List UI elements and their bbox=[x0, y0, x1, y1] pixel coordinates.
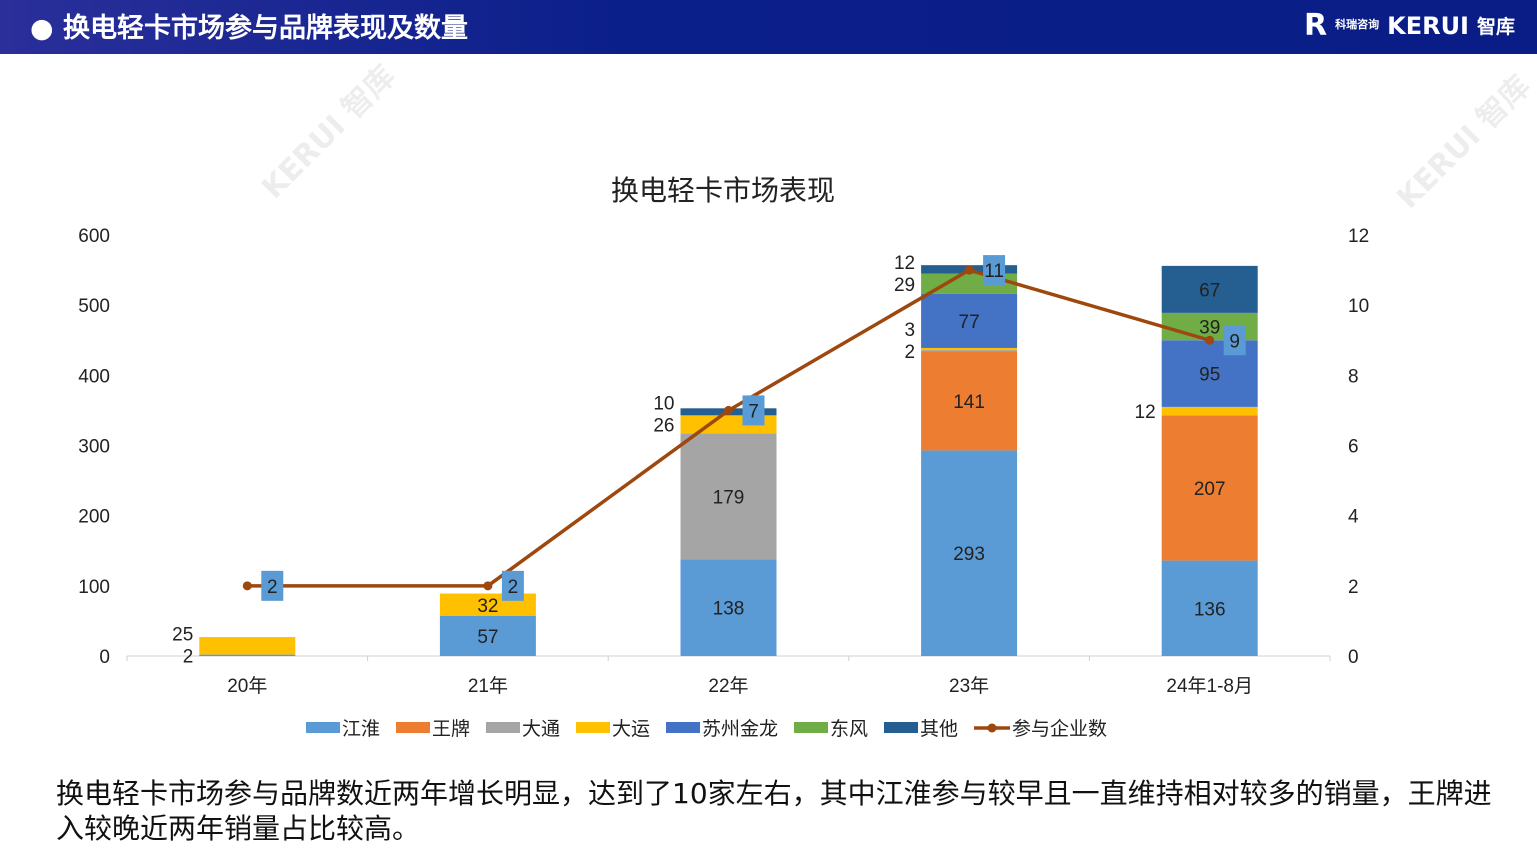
bar-value-label: 136 bbox=[1194, 599, 1226, 620]
y2-tick-label: 12 bbox=[1348, 226, 1369, 247]
x-tick-label: 22年 bbox=[708, 675, 748, 697]
bar-大通 bbox=[680, 433, 777, 560]
legend-swatch bbox=[306, 722, 340, 733]
legend-label: 参与企业数 bbox=[1012, 718, 1107, 740]
page-title: ● 换电轻卡市场参与品牌表现及数量 bbox=[30, 13, 468, 44]
line-value-label: 11 bbox=[984, 261, 1004, 282]
y-tick-label: 600 bbox=[78, 226, 110, 247]
line-value-label: 2 bbox=[267, 577, 278, 598]
line-point bbox=[724, 405, 733, 415]
legend-swatch bbox=[396, 722, 430, 733]
x-tick-label: 24年1-8月 bbox=[1166, 675, 1253, 697]
x-tick-label: 20年 bbox=[227, 675, 267, 697]
bar-江淮 bbox=[921, 450, 1018, 656]
line-point bbox=[1205, 335, 1215, 345]
logo-mark-icon: R bbox=[1303, 8, 1328, 43]
legend-label: 苏州金龙 bbox=[702, 718, 778, 740]
bar-value-label: 95 bbox=[1199, 365, 1220, 386]
y2-tick-label: 2 bbox=[1348, 577, 1359, 598]
y-tick-label: 200 bbox=[78, 507, 110, 528]
bar-value-label-outside: 29 bbox=[894, 275, 915, 296]
bar-value-label: 141 bbox=[953, 392, 985, 413]
bar-value-label-outside: 12 bbox=[894, 253, 915, 274]
x-tick-label: 23年 bbox=[949, 675, 989, 697]
bar-王牌 bbox=[1161, 415, 1258, 561]
legend-swatch bbox=[666, 722, 700, 733]
bar-value-label-outside: 26 bbox=[653, 415, 674, 436]
bar-value-label-outside: 2 bbox=[905, 342, 916, 363]
line-value-label: 7 bbox=[748, 401, 759, 422]
bar-苏州金龙 bbox=[921, 293, 1018, 348]
legend-label: 江淮 bbox=[342, 718, 380, 740]
y-tick-label: 500 bbox=[78, 296, 110, 317]
caption-text: 换电轻卡市场参与品牌数近两年增长明显，达到了10家左右，其中江淮参与较早且一直维… bbox=[56, 777, 1492, 845]
kerui-logo: R 科瑞咨询 KERUI 智库 bbox=[1304, 8, 1515, 43]
legend-swatch bbox=[794, 722, 828, 733]
bar-大运 bbox=[1161, 406, 1258, 416]
legend-label: 东风 bbox=[830, 718, 868, 740]
bar-value-label-outside: 3 bbox=[905, 320, 916, 341]
bar-value-label-outside: 2 bbox=[183, 646, 194, 667]
line-label-box bbox=[261, 570, 284, 601]
bar-value-label: 138 bbox=[713, 599, 745, 620]
title-text: 换电轻卡市场参与品牌表现及数量 bbox=[62, 13, 468, 44]
header-bar: ● 换电轻卡市场参与品牌表现及数量 R 科瑞咨询 KERUI 智库 bbox=[0, 0, 1537, 54]
bar-王牌 bbox=[921, 351, 1018, 451]
legend-label: 大通 bbox=[522, 718, 560, 740]
legend-swatch bbox=[884, 722, 918, 733]
line-point bbox=[964, 265, 974, 275]
bar-value-label: 67 bbox=[1199, 280, 1220, 301]
logo-zh: 智库 bbox=[1476, 17, 1515, 38]
line-point bbox=[242, 581, 252, 591]
bar-value-label: 179 bbox=[713, 487, 745, 508]
bar-大通 bbox=[921, 350, 1018, 352]
y2-tick-label: 4 bbox=[1348, 507, 1359, 528]
chart-title: 换电轻卡市场表现 bbox=[611, 175, 835, 206]
y2-tick-label: 8 bbox=[1348, 366, 1359, 387]
y-tick-label: 300 bbox=[78, 437, 110, 458]
y-tick-label: 0 bbox=[99, 647, 110, 668]
bar-江淮 bbox=[439, 616, 536, 656]
line-label-box bbox=[1223, 325, 1246, 356]
bar-value-label: 77 bbox=[959, 312, 980, 333]
y2-tick-label: 10 bbox=[1348, 296, 1369, 317]
line-label-box bbox=[742, 395, 765, 426]
bar-value-label-outside: 12 bbox=[1135, 402, 1156, 423]
y2-tick-label: 6 bbox=[1348, 437, 1359, 458]
bar-江淮 bbox=[1161, 560, 1258, 656]
bar-value-label-outside: 10 bbox=[653, 393, 674, 414]
y-tick-label: 400 bbox=[78, 366, 110, 387]
bar-value-label: 39 bbox=[1199, 318, 1220, 339]
bar-江淮 bbox=[680, 559, 777, 656]
logo-en: KERUI bbox=[1387, 11, 1469, 40]
line-label-box bbox=[501, 570, 524, 601]
legend-label: 大运 bbox=[612, 718, 650, 740]
line-point bbox=[483, 581, 493, 591]
line-value-label: 9 bbox=[1229, 331, 1240, 352]
legend-line-marker bbox=[987, 723, 997, 733]
bar-江淮 bbox=[199, 654, 296, 656]
legend-swatch bbox=[576, 722, 610, 733]
y-tick-label: 100 bbox=[78, 577, 110, 598]
logo-cn: 科瑞咨询 bbox=[1335, 19, 1380, 31]
legend-swatch bbox=[486, 722, 520, 733]
bar-大运 bbox=[199, 637, 296, 655]
legend-label: 其他 bbox=[920, 718, 958, 740]
line-value-label: 2 bbox=[508, 577, 519, 598]
legend-label: 王牌 bbox=[432, 718, 470, 740]
bar-大运 bbox=[921, 347, 1018, 351]
bar-value-label: 207 bbox=[1194, 479, 1226, 500]
bar-value-label-outside: 25 bbox=[172, 624, 193, 645]
line-label-box bbox=[983, 255, 1006, 286]
x-tick-label: 21年 bbox=[468, 675, 508, 697]
bar-其他 bbox=[1161, 265, 1258, 313]
y2-tick-label: 0 bbox=[1348, 647, 1359, 668]
bar-value-label: 57 bbox=[477, 627, 498, 648]
bar-value-label: 32 bbox=[477, 596, 498, 617]
bar-value-label: 293 bbox=[953, 544, 985, 565]
